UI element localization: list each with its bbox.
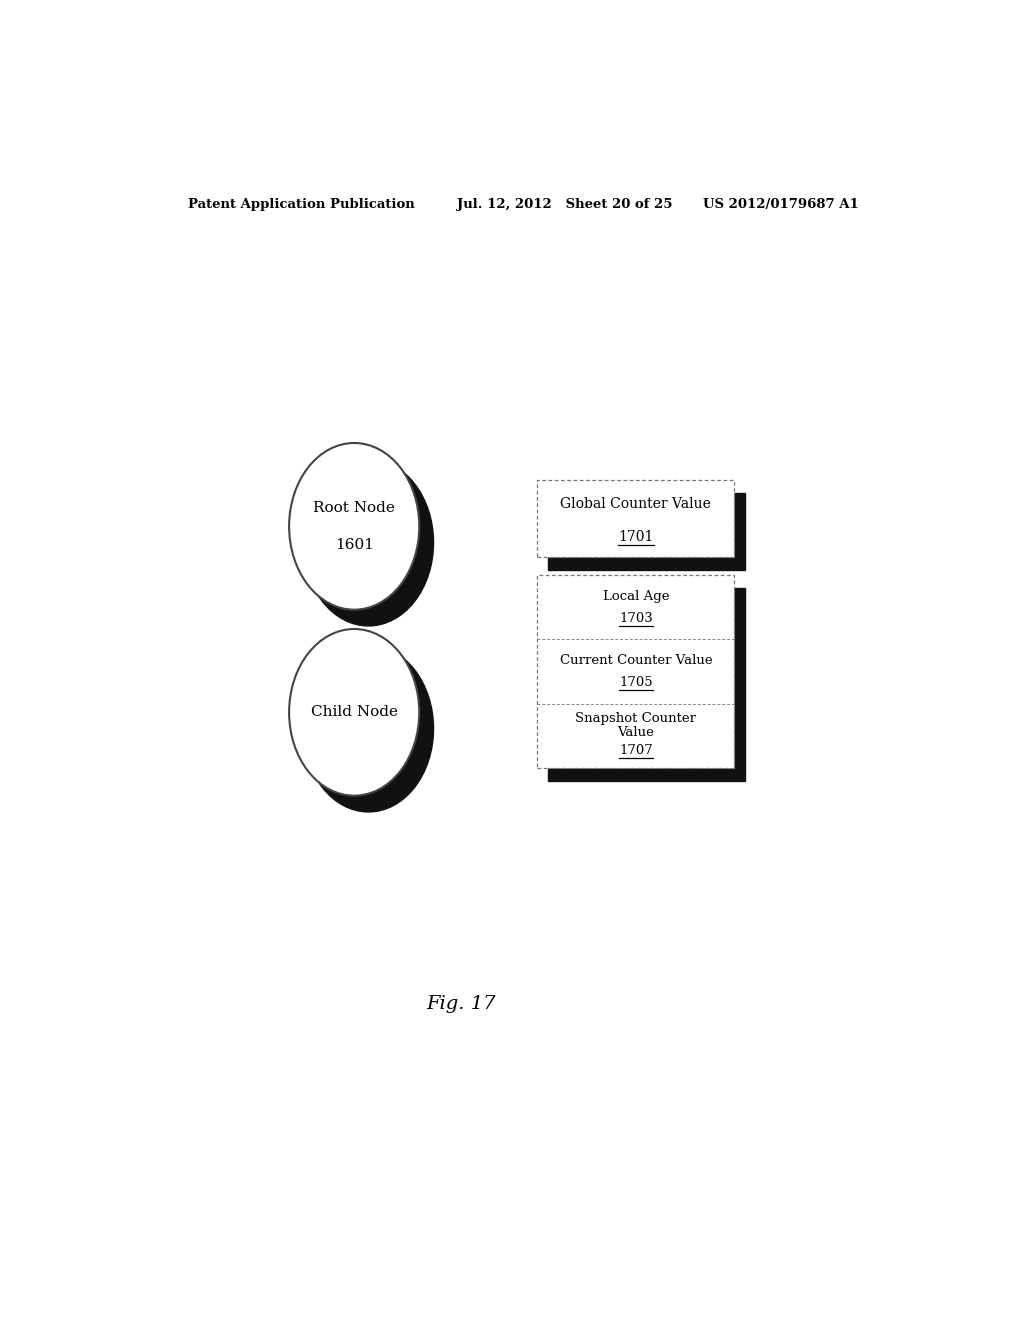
Circle shape [289,630,419,796]
Text: Patent Application Publication: Patent Application Publication [187,198,415,211]
Text: Snapshot Counter: Snapshot Counter [575,711,696,725]
FancyBboxPatch shape [548,492,744,570]
FancyBboxPatch shape [538,576,734,768]
Text: Global Counter Value: Global Counter Value [560,498,712,511]
Text: Current Counter Value: Current Counter Value [559,655,713,667]
FancyBboxPatch shape [548,589,744,781]
Text: 1707: 1707 [620,743,652,756]
Circle shape [303,645,433,812]
Text: 1703: 1703 [620,611,652,624]
Text: Child Node: Child Node [310,705,397,719]
Circle shape [289,444,419,610]
Text: Root Node: Root Node [313,502,395,515]
Text: Value: Value [617,726,654,739]
Text: US 2012/0179687 A1: US 2012/0179687 A1 [703,198,859,211]
Text: 1705: 1705 [620,676,652,689]
Text: 1701: 1701 [618,529,653,544]
FancyBboxPatch shape [538,479,734,557]
Text: Local Age: Local Age [603,590,669,603]
Text: Fig. 17: Fig. 17 [427,995,496,1012]
Text: 1601: 1601 [335,537,374,552]
Circle shape [303,459,433,626]
Text: Jul. 12, 2012   Sheet 20 of 25: Jul. 12, 2012 Sheet 20 of 25 [458,198,673,211]
